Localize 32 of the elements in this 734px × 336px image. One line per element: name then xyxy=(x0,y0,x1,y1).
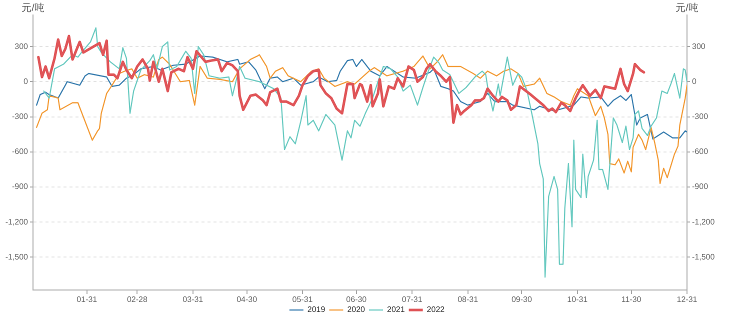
y-tick-label: -1,500 xyxy=(5,252,29,262)
y-tick-label: 0 xyxy=(24,76,29,86)
y2-tick-label: -1,200 xyxy=(692,217,716,226)
y2-tick-label: 0 xyxy=(692,76,697,86)
y-tick-label: -900 xyxy=(12,182,29,192)
y-axis-title: 元/吨 xyxy=(22,2,44,14)
y2-axis-title: 元/吨 xyxy=(676,2,698,14)
x-tick-label: 02-28 xyxy=(126,295,148,304)
y-tick-label: -600 xyxy=(12,147,29,156)
legend-label: 2021 xyxy=(387,305,406,314)
legend-label: 2019 xyxy=(307,305,326,314)
legend-label: 2022 xyxy=(426,305,446,314)
x-tick-label: 07-31 xyxy=(402,295,423,304)
x-tick-label: 01-31 xyxy=(76,295,98,304)
x-tick-label: 08-31 xyxy=(458,295,479,304)
x-tick-label: 10-31 xyxy=(567,295,588,304)
y2-tick-label: -1,500 xyxy=(692,252,716,262)
x-tick-label: 05-31 xyxy=(292,295,314,304)
x-tick-label: 03-31 xyxy=(182,295,204,304)
x-tick-label: 09-30 xyxy=(511,295,532,304)
y2-tick-label: -300 xyxy=(692,112,709,122)
x-tick-label: 12-31 xyxy=(676,295,698,304)
x-tick-label: 11-30 xyxy=(621,295,642,304)
y-tick-label: 300 xyxy=(14,42,29,51)
y2-tick-label: -900 xyxy=(692,182,709,192)
y2-tick-label: -600 xyxy=(692,147,709,156)
x-tick-label: 06-30 xyxy=(346,295,368,304)
y-tick-label: -1,200 xyxy=(5,217,29,226)
y2-tick-label: 300 xyxy=(692,42,706,51)
y-tick-label: -300 xyxy=(12,112,29,122)
legend-label: 2020 xyxy=(347,305,366,314)
x-tick-label: 04-30 xyxy=(236,295,258,304)
